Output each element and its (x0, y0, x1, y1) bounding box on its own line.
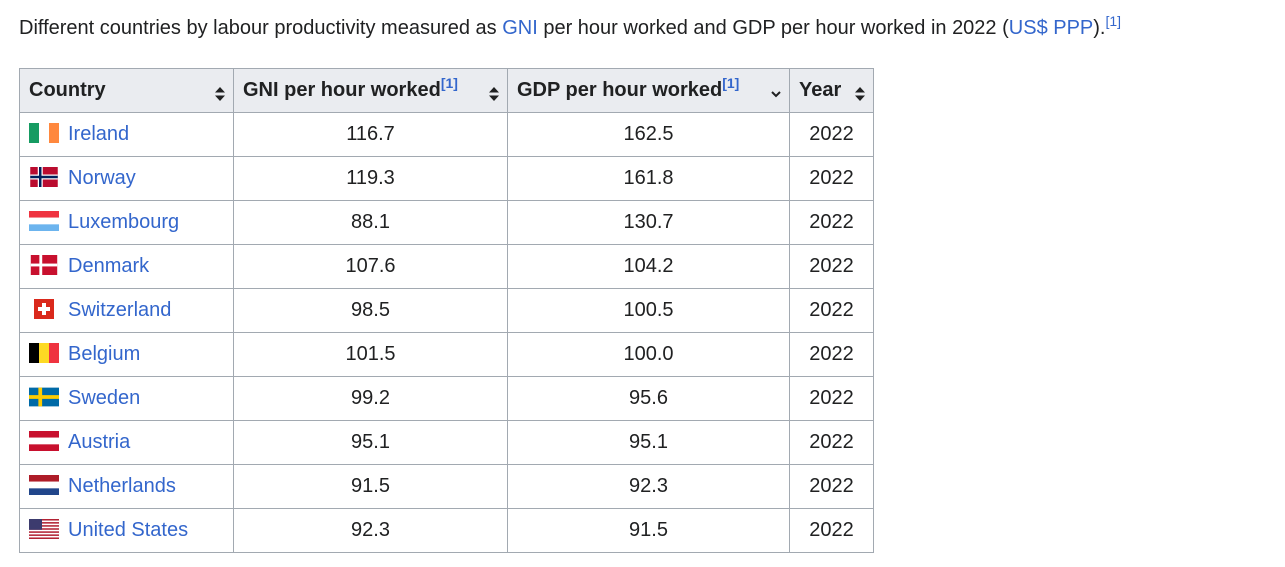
denmark-flag-icon (29, 254, 59, 275)
country-link[interactable]: Norway (68, 167, 136, 189)
sweden-flag-icon (29, 387, 59, 407)
austria-flag-icon (29, 430, 59, 451)
country-link[interactable]: Netherlands (68, 475, 176, 497)
country-link[interactable]: Switzerland (68, 299, 172, 321)
country-link[interactable]: Austria (68, 431, 131, 453)
year-cell: 2022 (789, 244, 874, 289)
table-body: Ireland 116.7 162.5 2022 Norway 119.3 161.8 202… (19, 112, 874, 553)
year-cell: 2022 (789, 376, 874, 421)
gni-value-cell: 107.6 (233, 244, 508, 289)
gdp-value-cell: 91.5 (507, 508, 790, 553)
column-header-label: Country (29, 79, 106, 101)
country-link[interactable]: Ireland (68, 123, 130, 145)
country-cell: Ireland (19, 112, 234, 157)
country-cell: Austria (19, 420, 234, 465)
table-row: Denmark 107.6 104.2 2022 (19, 244, 874, 289)
year-cell: 2022 (789, 420, 874, 465)
year-cell: 2022 (789, 112, 874, 157)
reference-link[interactable]: [1] (722, 75, 740, 91)
us-ppp-link[interactable]: US$ PPP (1008, 17, 1094, 39)
gni-value-cell: 92.3 (233, 508, 508, 553)
caption-reference-link[interactable]: [1] (1105, 13, 1122, 29)
gni-value-cell: 101.5 (233, 332, 508, 377)
gdp-value-cell: 95.6 (507, 376, 790, 421)
sort-icon[interactable] (489, 84, 499, 101)
column-header-label: GNI per hour worked (243, 79, 441, 101)
sort-icon[interactable] (215, 84, 225, 101)
table-row: United States 92.3 91.5 2022 (19, 508, 874, 553)
gdp-value-cell: 95.1 (507, 420, 790, 465)
table-row: Ireland 116.7 162.5 2022 (19, 112, 874, 157)
sort-icon[interactable] (855, 84, 865, 101)
year-cell: 2022 (789, 332, 874, 377)
sort-descending-icon[interactable] (771, 84, 781, 98)
table-row: Luxembourg 88.1 130.7 2022 (19, 200, 874, 245)
column-header-label: Year (799, 79, 842, 101)
belgium-flag-icon (29, 342, 59, 363)
luxembourg-flag-icon (29, 210, 59, 231)
reference-link[interactable]: [1] (440, 75, 458, 91)
year-cell: 2022 (789, 200, 874, 245)
country-cell: Netherlands (19, 464, 234, 509)
country-link[interactable]: Sweden (68, 387, 141, 409)
productivity-table: Country GNI per hour worked[1] GDP per hou… (19, 68, 874, 553)
gni-value-cell: 95.1 (233, 420, 508, 465)
country-cell: Norway (19, 156, 234, 201)
gdp-value-cell: 104.2 (507, 244, 790, 289)
country-cell: United States (19, 508, 234, 553)
caption-text-middle: per hour worked and GDP per hour worked … (537, 17, 1009, 39)
caption-text-before: Different countries by labour productivi… (19, 17, 503, 39)
ireland-flag-icon (29, 122, 59, 143)
netherlands-flag-icon (29, 474, 59, 495)
gni-value-cell: 98.5 (233, 288, 508, 333)
country-link[interactable]: Denmark (68, 255, 150, 277)
gdp-value-cell: 130.7 (507, 200, 790, 245)
column-header-year[interactable]: Year (789, 68, 874, 113)
column-header-gni[interactable]: GNI per hour worked[1] (233, 68, 508, 113)
country-cell: Belgium (19, 332, 234, 377)
year-cell: 2022 (789, 464, 874, 509)
gdp-value-cell: 162.5 (507, 112, 790, 157)
year-cell: 2022 (789, 156, 874, 201)
gni-value-cell: 88.1 (233, 200, 508, 245)
table-row: Belgium 101.5 100.0 2022 (19, 332, 874, 377)
country-cell: Sweden (19, 376, 234, 421)
country-link[interactable]: Belgium (68, 343, 141, 365)
caption-text-after: ). (1093, 17, 1106, 39)
country-link[interactable]: United States (68, 519, 189, 541)
column-header-gdp[interactable]: GDP per hour worked[1] (507, 68, 790, 113)
table-row: Netherlands 91.5 92.3 2022 (19, 464, 874, 509)
gdp-value-cell: 100.0 (507, 332, 790, 377)
country-link[interactable]: Luxembourg (68, 211, 180, 233)
year-cell: 2022 (789, 288, 874, 333)
country-cell: Luxembourg (19, 200, 234, 245)
switzerland-flag-icon (29, 298, 59, 319)
gdp-value-cell: 161.8 (507, 156, 790, 201)
gdp-value-cell: 100.5 (507, 288, 790, 333)
column-header-country[interactable]: Country (19, 68, 234, 113)
country-cell: Denmark (19, 244, 234, 289)
norway-flag-icon (29, 166, 59, 187)
table-caption: Different countries by labour productivi… (19, 13, 1122, 41)
table-row: Switzerland 98.5 100.5 2022 (19, 288, 874, 333)
year-cell: 2022 (789, 508, 874, 553)
column-header-label: GDP per hour worked (517, 79, 723, 101)
gni-value-cell: 91.5 (233, 464, 508, 509)
table-header-row: Country GNI per hour worked[1] GDP per hou… (19, 68, 874, 113)
table-row: Austria 95.1 95.1 2022 (19, 420, 874, 465)
gni-value-cell: 99.2 (233, 376, 508, 421)
gdp-value-cell: 92.3 (507, 464, 790, 509)
table-row: Sweden 99.2 95.6 2022 (19, 376, 874, 421)
gni-value-cell: 116.7 (233, 112, 508, 157)
united-states-flag-icon (29, 518, 59, 539)
country-cell: Switzerland (19, 288, 234, 333)
gni-link[interactable]: GNI (502, 17, 538, 39)
table-row: Norway 119.3 161.8 2022 (19, 156, 874, 201)
gni-value-cell: 119.3 (233, 156, 508, 201)
